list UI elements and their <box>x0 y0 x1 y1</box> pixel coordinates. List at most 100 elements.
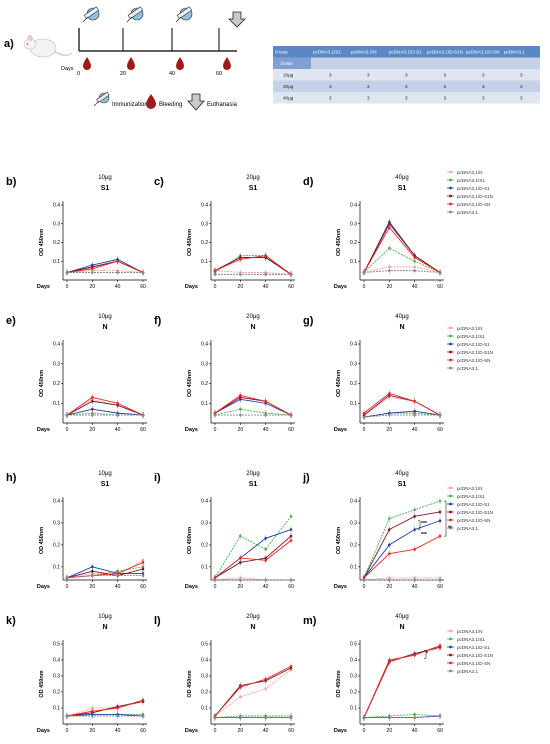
data-point <box>116 714 119 718</box>
chart-panel: f) 20μg N 0.1 0.2 0.3 0.4 0 20 40 60 Days OD 450nm <box>154 314 295 433</box>
data-point <box>438 510 442 514</box>
x-axis-label: Days <box>37 427 50 433</box>
blood-drop-icon <box>127 57 135 70</box>
series-line <box>363 270 441 273</box>
x-tick-label: 0 <box>363 584 366 590</box>
table-cell: 3 <box>520 96 523 101</box>
series-line <box>214 408 292 416</box>
y-axis-label: OD 450nm <box>187 229 193 256</box>
data-point <box>239 413 242 417</box>
legend-marker <box>449 334 452 338</box>
table-header-cell: pcDNA3.1/D-SN <box>466 50 499 55</box>
series-line <box>66 408 144 416</box>
x-tick-label: 40 <box>263 728 269 734</box>
series-line <box>363 410 441 418</box>
chart-dose-label: 10μg <box>98 175 111 181</box>
y-axis-label: OD 450nm <box>39 370 45 397</box>
series-line <box>66 566 143 579</box>
y-tick-label: 0.1 <box>350 565 357 571</box>
data-point <box>91 709 94 713</box>
data-point <box>413 269 416 272</box>
series-line <box>66 575 143 579</box>
legend-marker <box>449 669 452 673</box>
chart-title: N <box>250 324 255 331</box>
timeline-days-label: Days <box>61 66 74 72</box>
chart-panel: j) 40μg S1 0.1 0.2 0.3 0.4 0 20 40 60 Days OD 450nm *… <box>302 471 452 590</box>
table-header-cell: pcDNA3.1/S1 <box>313 50 341 55</box>
data-point <box>388 552 391 555</box>
data-point <box>264 413 267 417</box>
y-tick-label: 0.1 <box>53 259 60 265</box>
y-tick-label: 0.1 <box>201 401 208 407</box>
series-line <box>214 396 292 416</box>
data-point <box>141 561 145 564</box>
y-tick-label: 0.3 <box>201 221 208 227</box>
panel-letter: l) <box>154 615 161 627</box>
data-point <box>141 714 145 718</box>
data-point <box>413 409 416 413</box>
chart-panel: b) 10μg S1 0.1 0.2 0.3 0.4 0 20 40 60 Days OD 450nm <box>6 175 147 290</box>
y-tick-label: 0.4 <box>53 499 60 505</box>
chart-panel: h) 10μg S1 0.1 0.2 0.3 0.4 0 20 40 60 Days OD 450nm <box>6 471 147 590</box>
legend-marker <box>449 170 452 174</box>
y-axis-label: OD 450nm <box>39 670 45 697</box>
x-tick-label: 60 <box>288 284 294 290</box>
data-point <box>91 714 94 718</box>
legend-bleeding-label: Bleeding <box>159 102 182 108</box>
chart-title: S1 <box>101 185 110 192</box>
x-tick-label: 40 <box>412 427 418 433</box>
series-line <box>214 715 291 719</box>
y-tick-label: 0.4 <box>201 203 208 209</box>
x-axis-label: Days <box>334 427 347 433</box>
x-tick-label: 40 <box>412 728 418 734</box>
series-line <box>214 535 292 579</box>
timeline: Days 0 20 40 60 <box>61 6 246 77</box>
data-point <box>239 258 242 261</box>
legend-entry: pcDNA3.1/D-S1N <box>457 194 493 199</box>
data-point <box>388 528 391 531</box>
data-point <box>65 413 69 417</box>
table-cell: 3 <box>329 73 332 78</box>
table-row <box>273 80 540 92</box>
data-point <box>413 528 416 531</box>
legend-entry: pcDNA3.1/S1 <box>457 637 485 642</box>
y-tick-label: 0.2 <box>53 690 60 696</box>
legend-marker <box>449 645 452 649</box>
data-point <box>91 574 94 577</box>
x-tick-label: 60 <box>437 284 443 290</box>
legend-marker <box>449 510 452 514</box>
syringe-icon <box>82 6 100 23</box>
data-point <box>438 644 442 647</box>
timeline-tick-label-20: 20 <box>120 71 126 77</box>
data-point <box>362 578 366 582</box>
table-header-cell: pcDNA3.1/D-S1 <box>389 50 422 55</box>
legend-entry: pcDNA3.1/D-S1 <box>457 502 490 507</box>
x-tick-label: 60 <box>140 584 146 590</box>
y-tick-label: 0.3 <box>350 361 357 367</box>
data-point <box>116 259 119 263</box>
x-axis-label: Days <box>185 728 198 734</box>
legend-entry: pcDNA3.1/D-S1N <box>457 653 493 658</box>
chart-dose-label: 20μg <box>246 175 259 181</box>
data-point <box>362 415 366 419</box>
x-tick-label: 40 <box>263 284 269 290</box>
data-point <box>438 714 442 718</box>
legend-marker <box>449 486 452 490</box>
x-axis-label: Days <box>185 584 198 590</box>
table-cell: 3 <box>482 84 485 89</box>
data-point <box>213 578 217 582</box>
x-tick-label: 0 <box>66 584 69 590</box>
data-point <box>289 534 293 538</box>
x-tick-label: 20 <box>238 427 244 433</box>
x-axis-label: Days <box>37 728 50 734</box>
data-point <box>91 271 94 274</box>
legend-marker <box>449 178 452 182</box>
series-line <box>363 247 441 273</box>
x-tick-label: 40 <box>263 584 269 590</box>
data-point <box>239 716 242 719</box>
series-line <box>66 400 144 416</box>
data-point <box>388 392 391 395</box>
table-row <box>273 69 540 81</box>
y-tick-label: 0.2 <box>201 543 208 549</box>
x-tick-label: 60 <box>140 427 146 433</box>
